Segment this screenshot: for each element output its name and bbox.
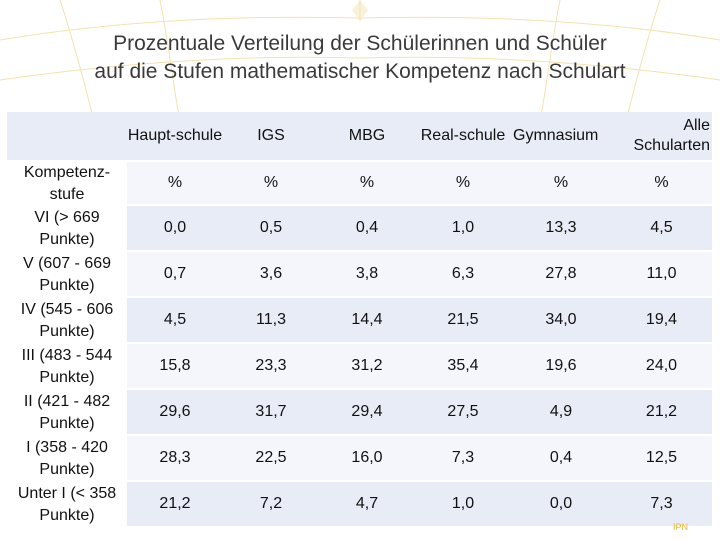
unit-cell: % [611, 162, 712, 206]
table-cell: 28,3 [127, 436, 223, 482]
table-cell: 16,0 [319, 436, 415, 482]
row-label-level-iv: IV (545 - 606 Punkte) [7, 298, 127, 344]
table-cell: 1,0 [415, 206, 511, 252]
table-cell: 7,3 [611, 482, 712, 528]
title-line-2: auf die Stufen mathematischer Kompetenz … [94, 60, 626, 83]
table-cell: 0,0 [511, 482, 611, 528]
column-header-gymnasium: Gymnasium [511, 112, 611, 162]
unit-cell: % [415, 162, 511, 206]
table-cell: 22,5 [223, 436, 319, 482]
table-cell: 3,8 [319, 252, 415, 298]
row-label-level-iii: III (483 - 544 Punkte) [7, 344, 127, 390]
table-cell: 21,2 [611, 390, 712, 436]
table-cell: 4,5 [127, 298, 223, 344]
table-cell: 27,8 [511, 252, 611, 298]
title-line-1: Prozentuale Verteilung der Schülerinnen … [113, 32, 607, 55]
column-header-alle-schularten: Alle Schularten [611, 112, 712, 162]
table-cell: 11,0 [611, 252, 712, 298]
table-cell: 31,7 [223, 390, 319, 436]
table-cell: 35,4 [415, 344, 511, 390]
table-cell: 1,0 [415, 482, 511, 528]
table-cell: 34,0 [511, 298, 611, 344]
row-label-level-v: V (607 - 669 Punkte) [7, 252, 127, 298]
table-cell: 24,0 [611, 344, 712, 390]
table-cell: 0,4 [511, 436, 611, 482]
ipn-logo: IPN [673, 522, 689, 532]
table-cell: 11,3 [223, 298, 319, 344]
unit-cell: % [127, 162, 223, 206]
table-cell: 19,4 [611, 298, 712, 344]
header-row: Haupt-schule IGS MBG Real-schule Gymnasi… [7, 112, 712, 162]
column-header-hauptschule: Haupt-schule [127, 112, 223, 162]
table-row: I (358 - 420 Punkte) 28,3 22,5 16,0 7,3 … [7, 436, 712, 482]
table-cell: 4,5 [611, 206, 712, 252]
table-cell: 7,2 [223, 482, 319, 528]
table-cell: 0,4 [319, 206, 415, 252]
table-row: II (421 - 482 Punkte) 29,6 31,7 29,4 27,… [7, 390, 712, 436]
table-cell: 4,9 [511, 390, 611, 436]
row-label-level-i: I (358 - 420 Punkte) [7, 436, 127, 482]
table-cell: 13,3 [511, 206, 611, 252]
table-cell: 27,5 [415, 390, 511, 436]
table-row: VI (> 669 Punkte) 0,0 0,5 0,4 1,0 13,3 4… [7, 206, 712, 252]
table-row: Unter I (< 358 Punkte) 21,2 7,2 4,7 1,0 … [7, 482, 712, 528]
table-cell: 3,6 [223, 252, 319, 298]
table-row: V (607 - 669 Punkte) 0,7 3,6 3,8 6,3 27,… [7, 252, 712, 298]
table-cell: 12,5 [611, 436, 712, 482]
table-cell: 23,3 [223, 344, 319, 390]
row-header-label: Kompetenz-stufe [7, 162, 127, 206]
column-header-mbg: MBG [319, 112, 415, 162]
table-cell: 21,2 [127, 482, 223, 528]
table-row: III (483 - 544 Punkte) 15,8 23,3 31,2 35… [7, 344, 712, 390]
slide-title: Prozentuale Verteilung der Schülerinnen … [0, 30, 720, 86]
table-cell: 15,8 [127, 344, 223, 390]
table-cell: 19,6 [511, 344, 611, 390]
table-cell: 21,5 [415, 298, 511, 344]
unit-cell: % [511, 162, 611, 206]
table-row: IV (545 - 606 Punkte) 4,5 11,3 14,4 21,5… [7, 298, 712, 344]
header-empty-cell [7, 112, 127, 162]
table-cell: 14,4 [319, 298, 415, 344]
table-cell: 6,3 [415, 252, 511, 298]
table-cell: 0,5 [223, 206, 319, 252]
table-cell: 31,2 [319, 344, 415, 390]
unit-cell: % [223, 162, 319, 206]
table-cell: 29,4 [319, 390, 415, 436]
row-label-level-vi: VI (> 669 Punkte) [7, 206, 127, 252]
table-cell: 4,7 [319, 482, 415, 528]
row-label-level-ii: II (421 - 482 Punkte) [7, 390, 127, 436]
column-header-igs: IGS [223, 112, 319, 162]
table-cell: 29,6 [127, 390, 223, 436]
unit-row: Kompetenz-stufe % % % % % % [7, 162, 712, 206]
table-cell: 0,7 [127, 252, 223, 298]
unit-cell: % [319, 162, 415, 206]
row-label-below-level-i: Unter I (< 358 Punkte) [7, 482, 127, 528]
competence-distribution-table: Haupt-schule IGS MBG Real-schule Gymnasi… [7, 112, 712, 528]
column-header-realschule: Real-schule [415, 112, 511, 162]
table-cell: 7,3 [415, 436, 511, 482]
table-cell: 0,0 [127, 206, 223, 252]
